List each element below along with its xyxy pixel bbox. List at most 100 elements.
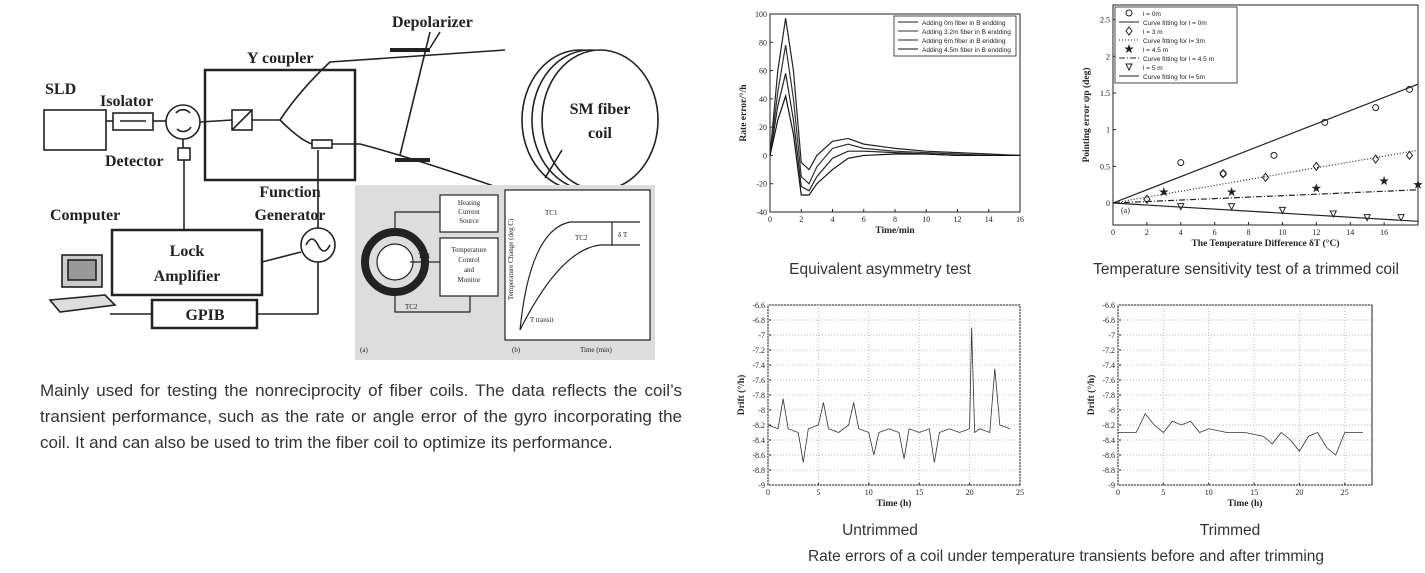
x-tick-label: 25 [1016, 488, 1024, 497]
series-line [769, 18, 1021, 171]
y-tick-label: 0 [1106, 199, 1110, 208]
inset-label: TC2 [405, 303, 418, 311]
x-tick-label: 6 [1213, 228, 1217, 237]
diagram-shapes [43, 31, 659, 330]
x-tick-label: 10 [922, 215, 930, 224]
legend-label: Curve fitting for l= 5m [1143, 74, 1205, 81]
inset-label: Monitor [458, 276, 482, 284]
inset-label: (a) [360, 346, 368, 354]
series-line [767, 327, 1011, 463]
series-line [769, 93, 1020, 196]
y-tick-label: 100 [755, 10, 767, 19]
group-caption: Rate errors of a coil under temperature … [807, 548, 1325, 565]
y-tick-label: -8.6 [1102, 451, 1115, 460]
data-point [1227, 203, 1236, 211]
x-tick-label: 20 [966, 488, 974, 497]
inset-label: δ T [618, 231, 628, 239]
data-point [1405, 150, 1414, 161]
inset-label: Heating [458, 199, 481, 207]
legend-swatch [1125, 26, 1133, 36]
y-tick-label: -8.8 [752, 466, 765, 475]
data-point [1397, 214, 1405, 222]
data-point [1159, 186, 1169, 197]
inset-label: TC1 [545, 209, 558, 217]
x-tick-label: 5 [1161, 488, 1165, 497]
legend-label: Adding 0m fiber in B endding [922, 20, 1006, 27]
inset-label: TC1 [418, 252, 431, 260]
data-point [1219, 170, 1227, 178]
lock-amp-label: Lock [170, 243, 205, 260]
legend-label: l = 0m [1143, 11, 1161, 18]
series-line [1112, 83, 1419, 204]
y-tick-label: -7.8 [1102, 391, 1115, 400]
inset-label: Time (min) [580, 346, 612, 354]
y-tick-label: -8.8 [1102, 466, 1115, 475]
y-tick-label: 2.5 [1100, 16, 1110, 25]
y-tick-label: -7 [1108, 331, 1115, 340]
data-point [1379, 175, 1389, 186]
data-point [1226, 186, 1237, 197]
legend-label: l = 3 m [1143, 29, 1163, 36]
y-tick-label: 0 [763, 151, 767, 160]
inset-label: Temperature Change (deg C) [507, 218, 515, 300]
y-tick-label: -7.4 [752, 361, 765, 370]
y-coupler-label: Y coupler [247, 50, 314, 67]
y-tick-label: -6.8 [752, 316, 765, 325]
y-tick-label: -6.6 [1102, 301, 1115, 310]
inset-label: T transit [530, 316, 553, 324]
x-tick-label: 0 [768, 215, 772, 224]
x-tick-label: 0 [1111, 228, 1115, 237]
y-tick-label: -7.6 [752, 376, 765, 385]
y-tick-label: -8 [758, 406, 765, 415]
inset-shapes [361, 189, 651, 341]
x-tick-label: 0 [766, 488, 770, 497]
inset-label: Current [458, 208, 479, 216]
y-tick-label: -8.2 [752, 421, 765, 430]
data-point [1143, 194, 1151, 205]
x-axis-label: Time (h) [1228, 498, 1263, 509]
data-point [1372, 154, 1380, 164]
series-line [769, 45, 1020, 185]
x-tick-label: 14 [1346, 228, 1354, 237]
coil-label: coil [588, 125, 613, 142]
lock-amp-label: Amplifier [154, 268, 221, 285]
x-tick-label: 25 [1341, 488, 1349, 497]
x-tick-label: 0 [1116, 488, 1120, 497]
y-tick-label: 1.5 [1100, 89, 1110, 98]
y-tick-label: -7.4 [1102, 361, 1115, 370]
x-tick-label: 10 [1205, 488, 1213, 497]
y-tick-label: -9 [1108, 481, 1115, 490]
computer-label: Computer [50, 207, 120, 224]
x-tick-label: 8 [1247, 228, 1251, 237]
legend-swatch [1125, 63, 1133, 72]
y-tick-label: 2 [1106, 52, 1110, 61]
y-axis-label: Drift (°/h) [736, 375, 747, 415]
data-point [1278, 206, 1287, 215]
legend-label: l = 5 m [1143, 65, 1163, 72]
series-line [769, 73, 1020, 192]
x-tick-label: 15 [1250, 488, 1258, 497]
y-tick-label: -8.2 [1102, 421, 1115, 430]
y-tick-label: -40 [756, 208, 767, 217]
data-point [1261, 172, 1270, 183]
y-tick-label: -8.6 [752, 451, 765, 460]
x-tick-label: 12 [1312, 228, 1320, 237]
x-axis-label: The Temperature Difference δT (°C) [1191, 238, 1339, 249]
inset-label: TC2 [575, 234, 588, 242]
data-point [1321, 118, 1329, 126]
y-tick-label: -7.2 [752, 346, 765, 355]
y-tick-label: -8.4 [1102, 436, 1115, 445]
y-axis-label: Drift (°/h) [1086, 375, 1097, 415]
legend-box [1114, 6, 1238, 84]
y-tick-label: -20 [756, 180, 767, 189]
depolarizer-label: Depolarizer [392, 14, 473, 31]
series-line [1118, 413, 1363, 456]
x-tick-label: 12 [954, 215, 962, 224]
legend-swatch [1125, 9, 1133, 17]
data-point [1270, 151, 1278, 159]
function-gen-label: Function [259, 184, 320, 201]
y-tick-label: 40 [759, 95, 767, 104]
data-point [1219, 168, 1227, 179]
x-axis-label: Time (h) [877, 498, 912, 509]
annotation: (a) [1121, 206, 1130, 215]
